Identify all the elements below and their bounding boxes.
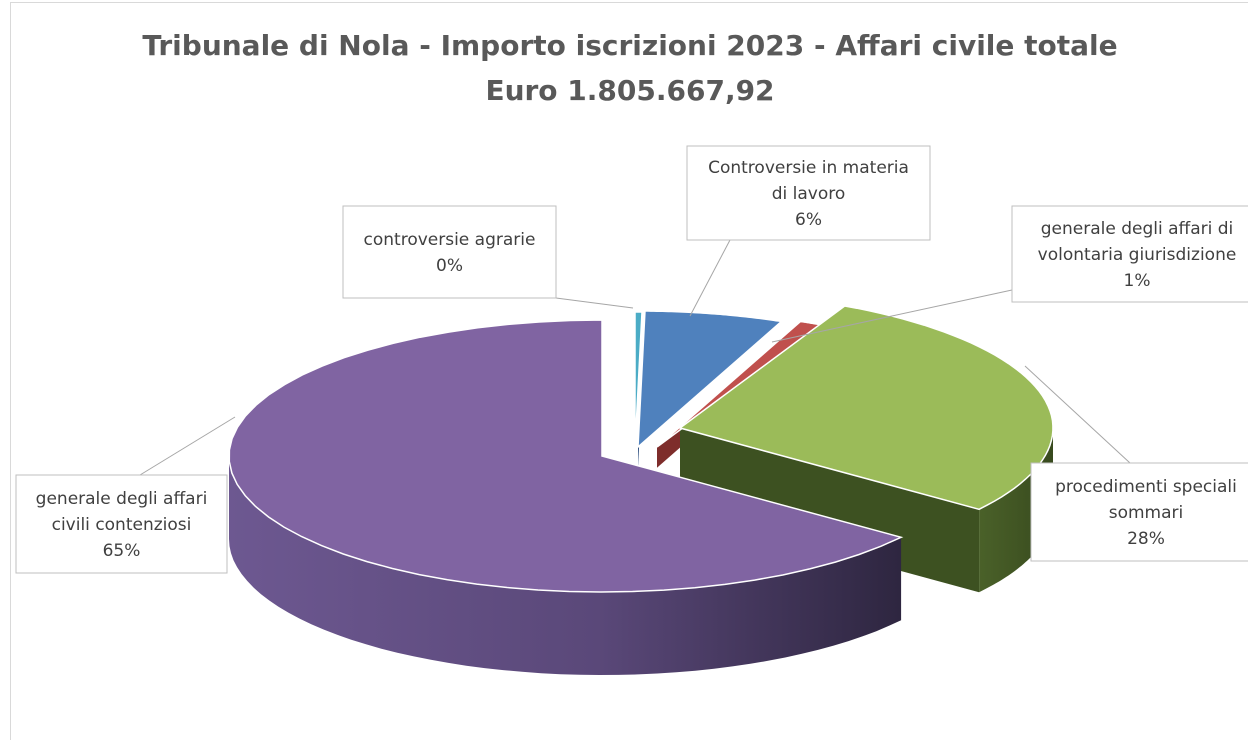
data-label-agrarie-percent: 0% (436, 256, 463, 276)
slice-speciali (678, 305, 1054, 511)
data-label-lavoro: Controversie in materia di lavoro 6% (686, 145, 931, 317)
slice-contenziosi (228, 319, 904, 593)
data-label-volontaria-percent: 1% (1124, 271, 1151, 291)
pie-slices (228, 305, 1054, 675)
data-label-agrarie: controversie agrarie 0% (342, 205, 634, 309)
data-label-speciali-line: procedimenti speciali (1055, 477, 1237, 497)
chart-border (10, 2, 1248, 740)
slice-lavoro (637, 310, 784, 449)
data-label-speciali: procedimenti speciali sommari 28% (1024, 365, 1248, 562)
data-label-contenziosi-line: generale degli affari (36, 489, 208, 509)
chart-title: Tribunale di Nola - Importo iscrizioni 2… (142, 29, 1117, 62)
data-label-contenziosi: generale degli affari civili contenziosi 6… (15, 416, 236, 574)
data-label-lavoro-line: Controversie in materia (708, 158, 909, 178)
data-label-contenziosi-percent: 65% (103, 541, 141, 561)
data-label-volontaria-line: generale degli affari di (1041, 219, 1234, 239)
data-label-volontaria-line: volontaria giurisdizione (1038, 245, 1237, 265)
chart-subtitle: Euro 1.805.667,92 (485, 74, 774, 107)
data-label-volontaria: generale degli affari di volontaria giuri… (771, 205, 1248, 343)
slice-side-contenziosi (229, 456, 902, 675)
data-label-lavoro-percent: 6% (795, 210, 822, 230)
data-label-speciali-line: sommari (1109, 503, 1184, 523)
data-label-speciali-percent: 28% (1127, 529, 1165, 549)
data-label-contenziosi-line: civili contenziosi (52, 515, 192, 535)
data-labels: controversie agrarie 0% Controversie in ma… (15, 145, 1248, 574)
data-label-agrarie-line: controversie agrarie (364, 230, 536, 250)
slice-agrarie (634, 311, 643, 449)
data-label-lavoro-line: di lavoro (772, 184, 846, 204)
